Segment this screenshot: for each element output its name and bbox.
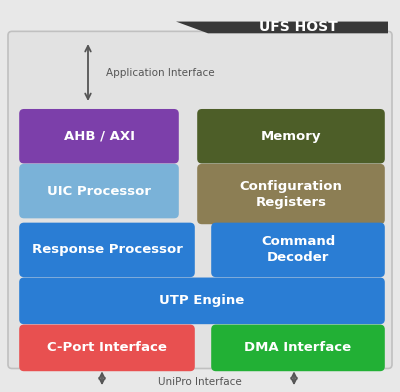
Text: UTP Engine: UTP Engine: [159, 294, 245, 307]
Text: UniPro Interface: UniPro Interface: [158, 377, 242, 387]
FancyBboxPatch shape: [19, 223, 195, 277]
FancyBboxPatch shape: [197, 164, 385, 224]
Text: Configuration
Registers: Configuration Registers: [240, 180, 342, 209]
Text: Memory: Memory: [261, 130, 321, 143]
FancyBboxPatch shape: [197, 109, 385, 163]
Text: C-Port Interface: C-Port Interface: [47, 341, 167, 354]
FancyBboxPatch shape: [19, 278, 385, 324]
Text: Response Processor: Response Processor: [32, 243, 182, 256]
FancyBboxPatch shape: [211, 223, 385, 277]
Polygon shape: [176, 22, 388, 33]
Text: DMA Interface: DMA Interface: [244, 341, 352, 354]
Text: Application Interface: Application Interface: [106, 67, 215, 78]
Text: UFS HOST: UFS HOST: [259, 20, 337, 34]
Text: UIC Processor: UIC Processor: [47, 185, 151, 198]
Text: Command
Decoder: Command Decoder: [261, 236, 335, 264]
FancyBboxPatch shape: [19, 109, 179, 163]
FancyBboxPatch shape: [19, 325, 195, 371]
Text: AHB / AXI: AHB / AXI: [64, 130, 134, 143]
FancyBboxPatch shape: [19, 164, 179, 218]
FancyBboxPatch shape: [211, 325, 385, 371]
FancyBboxPatch shape: [8, 31, 392, 368]
